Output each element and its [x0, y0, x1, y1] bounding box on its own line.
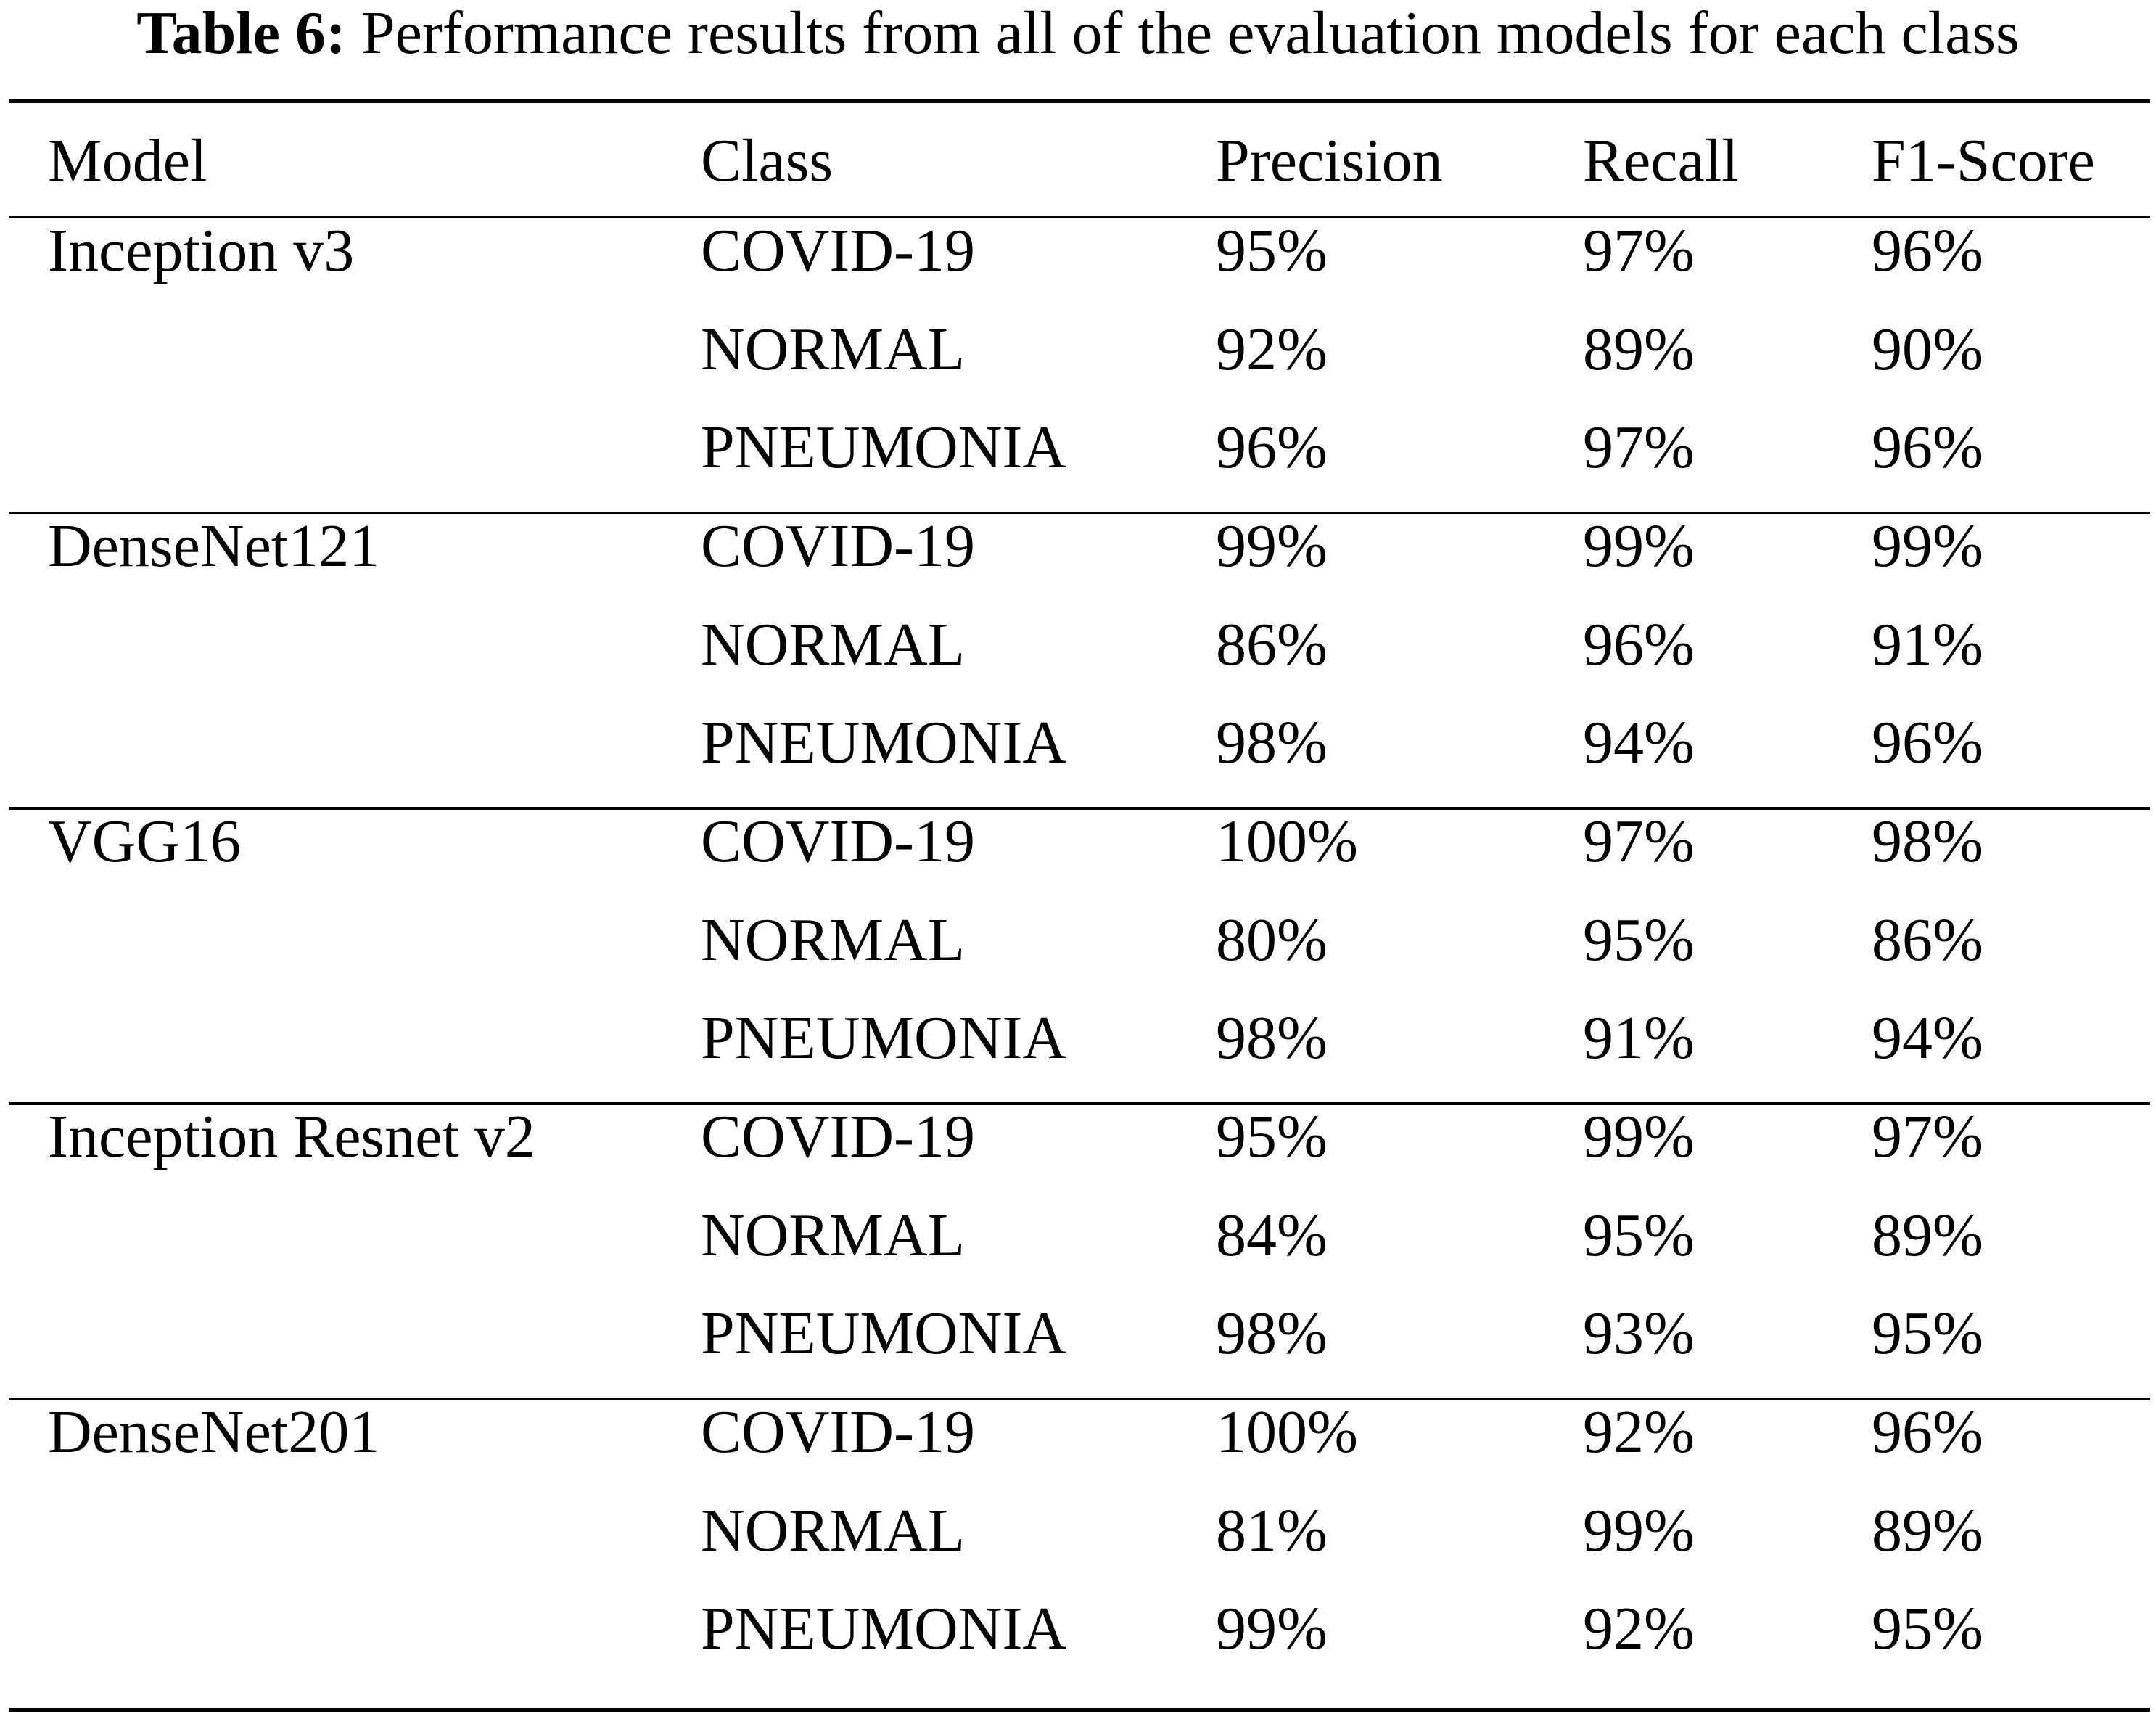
- precision-cell: 100%: [1216, 1398, 1358, 1466]
- class-cell: PNEUMONIA: [701, 709, 1066, 777]
- f1-score-cell: 91%: [1872, 610, 1983, 678]
- class-cell: COVID-19: [701, 217, 975, 284]
- class-cell: PNEUMONIA: [701, 1004, 1066, 1072]
- precision-cell: 92%: [1216, 315, 1328, 383]
- precision-cell: 80%: [1216, 906, 1328, 974]
- class-cell: COVID-19: [701, 1103, 975, 1170]
- class-cell: COVID-19: [701, 512, 975, 580]
- precision-cell: 98%: [1216, 709, 1328, 777]
- model-name: DenseNet201: [48, 1398, 380, 1466]
- recall-cell: 91%: [1583, 1004, 1695, 1072]
- f1-score-cell: 95%: [1872, 1595, 1983, 1663]
- class-cell: PNEUMONIA: [701, 1300, 1066, 1368]
- group-divider: [9, 1398, 2150, 1400]
- f1-score-cell: 96%: [1872, 1398, 1983, 1466]
- precision-cell: 96%: [1216, 414, 1328, 482]
- f1-score-cell: 96%: [1872, 217, 1983, 284]
- recall-cell: 97%: [1583, 414, 1695, 482]
- precision-cell: 98%: [1216, 1004, 1328, 1072]
- recall-cell: 97%: [1583, 217, 1695, 284]
- column-header-recall: Recall: [1583, 127, 1739, 194]
- bottom-rule: [9, 1708, 2150, 1712]
- precision-cell: 99%: [1216, 1595, 1328, 1663]
- recall-cell: 95%: [1583, 906, 1695, 974]
- recall-cell: 92%: [1583, 1398, 1695, 1466]
- precision-cell: 95%: [1216, 1103, 1328, 1170]
- f1-score-cell: 96%: [1872, 709, 1983, 777]
- f1-score-cell: 86%: [1872, 906, 1983, 974]
- class-cell: NORMAL: [701, 1201, 966, 1269]
- f1-score-cell: 96%: [1872, 414, 1983, 482]
- model-name: Inception Resnet v2: [48, 1103, 535, 1170]
- group-divider: [9, 1102, 2150, 1105]
- table-caption: Table 6: Performance results from all of…: [0, 0, 2156, 73]
- recall-cell: 89%: [1583, 315, 1695, 383]
- recall-cell: 94%: [1583, 709, 1695, 777]
- model-name: Inception v3: [48, 217, 355, 284]
- f1-score-cell: 99%: [1872, 512, 1983, 580]
- f1-score-cell: 89%: [1872, 1201, 1983, 1269]
- precision-cell: 86%: [1216, 610, 1328, 678]
- f1-score-cell: 97%: [1872, 1103, 1983, 1170]
- recall-cell: 96%: [1583, 610, 1695, 678]
- top-rule: [9, 99, 2150, 103]
- precision-cell: 99%: [1216, 512, 1328, 580]
- precision-cell: 100%: [1216, 808, 1358, 875]
- class-cell: COVID-19: [701, 808, 975, 875]
- header-rule: [9, 216, 2150, 218]
- f1-score-cell: 90%: [1872, 315, 1983, 383]
- recall-cell: 93%: [1583, 1300, 1695, 1368]
- column-header-model: Model: [48, 127, 207, 194]
- column-header-f1: F1-Score: [1872, 127, 2095, 194]
- class-cell: PNEUMONIA: [701, 1595, 1066, 1663]
- column-header-precision: Precision: [1216, 127, 1443, 194]
- precision-cell: 84%: [1216, 1201, 1328, 1269]
- recall-cell: 99%: [1583, 1496, 1695, 1564]
- recall-cell: 97%: [1583, 808, 1695, 875]
- model-name: DenseNet121: [48, 512, 380, 580]
- f1-score-cell: 95%: [1872, 1300, 1983, 1368]
- class-cell: NORMAL: [701, 610, 966, 678]
- precision-cell: 81%: [1216, 1496, 1328, 1564]
- class-cell: NORMAL: [701, 1496, 966, 1564]
- recall-cell: 95%: [1583, 1201, 1695, 1269]
- recall-cell: 92%: [1583, 1595, 1695, 1663]
- class-cell: COVID-19: [701, 1398, 975, 1466]
- table-caption-text: Performance results from all of the eval…: [361, 0, 2020, 67]
- recall-cell: 99%: [1583, 1103, 1695, 1170]
- precision-cell: 95%: [1216, 217, 1328, 284]
- class-cell: NORMAL: [701, 906, 966, 974]
- class-cell: NORMAL: [701, 315, 966, 383]
- precision-cell: 98%: [1216, 1300, 1328, 1368]
- model-name: VGG16: [48, 808, 241, 875]
- group-divider: [9, 807, 2150, 810]
- table-label: Table 6:: [136, 0, 346, 67]
- f1-score-cell: 94%: [1872, 1004, 1983, 1072]
- column-header-class: Class: [701, 127, 834, 194]
- f1-score-cell: 89%: [1872, 1496, 1983, 1564]
- f1-score-cell: 98%: [1872, 808, 1983, 875]
- group-divider: [9, 512, 2150, 514]
- recall-cell: 99%: [1583, 512, 1695, 580]
- class-cell: PNEUMONIA: [701, 414, 1066, 482]
